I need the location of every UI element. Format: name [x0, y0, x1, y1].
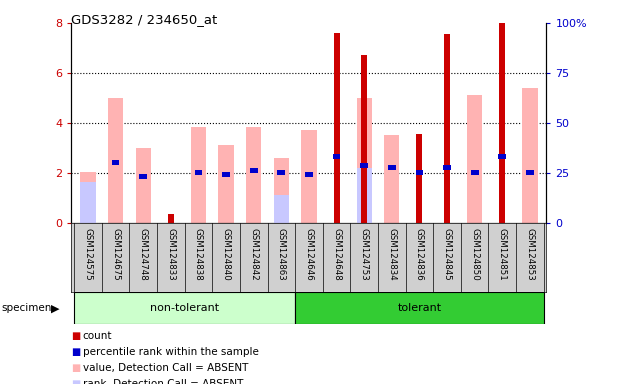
Text: tolerant: tolerant	[397, 303, 442, 313]
Text: GSM124850: GSM124850	[470, 228, 479, 281]
Bar	[361, 56, 367, 223]
Text: rank, Detection Call = ABSENT: rank, Detection Call = ABSENT	[83, 379, 243, 384]
Bar	[499, 23, 505, 223]
Text: GSM124675: GSM124675	[111, 228, 120, 281]
Bar	[108, 98, 123, 223]
Text: GSM124836: GSM124836	[415, 228, 424, 281]
Bar	[80, 172, 96, 223]
Bar	[305, 172, 313, 177]
Text: GSM124840: GSM124840	[222, 228, 230, 281]
Text: ▶: ▶	[51, 303, 60, 313]
Text: GSM124834: GSM124834	[388, 228, 396, 281]
Text: percentile rank within the sample: percentile rank within the sample	[83, 347, 258, 357]
Bar	[250, 168, 258, 173]
Text: value, Detection Call = ABSENT: value, Detection Call = ABSENT	[83, 363, 248, 373]
Bar	[333, 33, 340, 223]
Text: ■: ■	[71, 347, 81, 357]
Bar	[415, 170, 424, 175]
Bar	[274, 195, 289, 223]
Text: GSM124748: GSM124748	[138, 228, 148, 281]
Text: GSM124853: GSM124853	[525, 228, 535, 281]
Bar	[301, 131, 317, 223]
Text: GSM124863: GSM124863	[277, 228, 286, 281]
Bar	[356, 98, 372, 223]
Text: GSM124575: GSM124575	[83, 228, 93, 281]
Text: GSM124845: GSM124845	[443, 228, 451, 281]
Bar	[471, 170, 479, 175]
Bar	[168, 214, 174, 223]
Bar	[112, 161, 119, 166]
Bar	[356, 168, 372, 223]
Bar	[274, 158, 289, 223]
Text: specimen: specimen	[2, 303, 52, 313]
Text: GSM124851: GSM124851	[498, 228, 507, 281]
Bar	[74, 292, 295, 324]
Bar	[526, 170, 534, 175]
Bar	[360, 163, 368, 168]
Bar	[80, 182, 96, 223]
Bar	[499, 154, 506, 159]
Text: ■: ■	[71, 379, 81, 384]
Bar	[522, 88, 538, 223]
Text: GDS3282 / 234650_at: GDS3282 / 234650_at	[71, 13, 218, 26]
Bar	[443, 166, 451, 170]
Bar	[219, 146, 233, 223]
Bar	[333, 154, 340, 159]
Text: ■: ■	[71, 363, 81, 373]
Text: ■: ■	[71, 331, 81, 341]
Text: GSM124648: GSM124648	[332, 228, 341, 281]
Text: non-tolerant: non-tolerant	[150, 303, 219, 313]
Bar	[139, 174, 147, 179]
Bar	[194, 170, 202, 175]
Bar	[444, 34, 450, 223]
Bar	[417, 134, 422, 223]
Bar	[246, 127, 261, 223]
Bar	[384, 136, 399, 223]
Text: GSM124842: GSM124842	[249, 228, 258, 281]
Text: GSM124833: GSM124833	[166, 228, 175, 281]
Bar	[191, 127, 206, 223]
Bar	[135, 148, 151, 223]
Bar	[222, 172, 230, 177]
Text: GSM124838: GSM124838	[194, 228, 203, 281]
Text: GSM124646: GSM124646	[304, 228, 314, 281]
Bar	[295, 292, 544, 324]
Bar	[278, 170, 285, 175]
Text: GSM124753: GSM124753	[360, 228, 369, 281]
Text: count: count	[83, 331, 112, 341]
Bar	[467, 96, 483, 223]
Bar	[388, 166, 396, 170]
